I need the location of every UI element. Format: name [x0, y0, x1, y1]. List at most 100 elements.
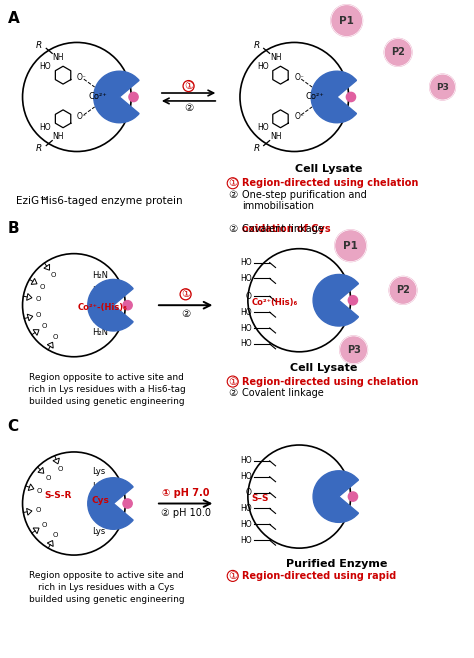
Text: Cys: Cys	[92, 496, 109, 505]
Text: Lys: Lys	[92, 467, 105, 476]
Wedge shape	[313, 470, 358, 522]
Wedge shape	[88, 478, 133, 529]
Text: Co²⁺: Co²⁺	[306, 93, 324, 101]
Text: HO: HO	[240, 340, 252, 348]
Circle shape	[123, 301, 132, 310]
Text: O⁻: O⁻	[294, 72, 304, 82]
Text: S–S: S–S	[252, 494, 269, 503]
Text: NH: NH	[270, 132, 281, 141]
Text: O: O	[35, 507, 41, 513]
Text: Region-directed using rapid: Region-directed using rapid	[242, 571, 396, 581]
Text: P2: P2	[396, 286, 410, 295]
Text: HO: HO	[257, 62, 268, 71]
Text: H₂N: H₂N	[92, 301, 108, 310]
Circle shape	[430, 74, 456, 100]
Text: Region-directed using chelation: Region-directed using chelation	[242, 376, 419, 386]
Text: ② pH 10.0: ② pH 10.0	[161, 509, 210, 519]
Text: S-S-R: S-S-R	[45, 491, 72, 500]
Text: O: O	[35, 296, 41, 302]
Text: O⁻: O⁻	[77, 72, 87, 82]
Text: R: R	[36, 41, 43, 50]
Text: P3: P3	[436, 82, 449, 91]
Text: HO: HO	[240, 274, 252, 283]
Circle shape	[348, 492, 357, 501]
Text: O: O	[40, 284, 45, 290]
Circle shape	[384, 38, 412, 66]
Wedge shape	[313, 274, 358, 326]
Text: immobilisation: immobilisation	[242, 201, 314, 211]
Text: NH: NH	[52, 53, 64, 62]
Text: HO: HO	[240, 324, 252, 332]
Text: H₂N: H₂N	[92, 316, 108, 324]
Text: Co²⁺-(His)₆: Co²⁺-(His)₆	[78, 303, 128, 312]
Text: Region opposite to active site and: Region opposite to active site and	[29, 373, 184, 382]
Wedge shape	[94, 71, 139, 123]
Text: O: O	[36, 312, 41, 318]
Circle shape	[348, 295, 357, 305]
Text: ①: ①	[181, 290, 190, 299]
Text: P1: P1	[343, 241, 358, 251]
Text: ①: ①	[184, 81, 193, 91]
Text: Cell Lysate: Cell Lysate	[290, 363, 358, 372]
Text: rich in Lys residues with a Cys: rich in Lys residues with a Cys	[38, 583, 174, 592]
Text: Purified Enzyme: Purified Enzyme	[286, 559, 388, 569]
Text: O⁻: O⁻	[77, 113, 87, 121]
Text: ①: ①	[228, 376, 237, 386]
Text: builded using genetic engineering: builded using genetic engineering	[29, 397, 184, 406]
Text: NH: NH	[270, 53, 281, 62]
Text: HO: HO	[240, 472, 252, 481]
Text: HO: HO	[240, 520, 252, 529]
Text: Lys: Lys	[92, 482, 105, 491]
Text: Lys: Lys	[92, 496, 105, 505]
Text: ②: ②	[181, 309, 190, 319]
Text: HO: HO	[240, 504, 252, 513]
Text: Region opposite to active site and: Region opposite to active site and	[29, 571, 184, 580]
Text: A: A	[8, 11, 19, 26]
Text: ②: ②	[184, 103, 193, 113]
Text: O: O	[50, 272, 55, 278]
Text: H₂N: H₂N	[92, 286, 108, 295]
Text: HO: HO	[240, 258, 252, 267]
Text: HO: HO	[240, 536, 252, 545]
Text: O: O	[41, 323, 46, 329]
Text: builded using genetic engineering: builded using genetic engineering	[29, 595, 184, 604]
Text: ①: ①	[228, 178, 237, 188]
Text: Lys: Lys	[92, 512, 105, 521]
Text: HO: HO	[240, 308, 252, 316]
Wedge shape	[88, 280, 133, 331]
Text: P3: P3	[346, 345, 361, 355]
Text: Covalent linkage: Covalent linkage	[242, 224, 324, 234]
Text: H₂N: H₂N	[92, 271, 108, 280]
Text: ②: ②	[228, 388, 237, 399]
Text: HO: HO	[39, 123, 51, 132]
Text: ②: ②	[228, 224, 237, 234]
Text: Lys: Lys	[92, 527, 105, 536]
Text: B: B	[8, 221, 19, 236]
Text: EziG™: EziG™	[16, 196, 49, 206]
Text: NH: NH	[52, 132, 64, 141]
Text: His6-taged enzyme protein: His6-taged enzyme protein	[41, 196, 182, 206]
Text: oxidation of Cys: oxidation of Cys	[242, 224, 330, 234]
Text: O⁻: O⁻	[294, 113, 304, 121]
Text: O: O	[57, 467, 63, 472]
Text: ① pH 7.0: ① pH 7.0	[162, 488, 210, 497]
Text: R: R	[36, 144, 43, 153]
Text: Region-directed using chelation: Region-directed using chelation	[242, 178, 419, 188]
Text: Cell Lysate: Cell Lysate	[295, 164, 363, 174]
Text: C: C	[8, 419, 19, 434]
Text: O: O	[246, 291, 252, 301]
Text: Co²⁺(His)₆: Co²⁺(His)₆	[252, 297, 298, 307]
Circle shape	[335, 230, 366, 262]
Text: HO: HO	[257, 123, 268, 132]
Text: H₂N: H₂N	[92, 328, 108, 338]
Text: O: O	[53, 532, 58, 538]
Text: ①: ①	[228, 571, 237, 581]
Text: P1: P1	[339, 16, 354, 26]
Text: O: O	[37, 488, 42, 494]
Text: Co²⁺: Co²⁺	[88, 93, 107, 101]
Text: Covalent linkage: Covalent linkage	[242, 388, 324, 399]
Wedge shape	[311, 71, 356, 123]
Text: HO: HO	[240, 457, 252, 465]
Text: O: O	[41, 522, 46, 528]
Circle shape	[346, 92, 356, 101]
